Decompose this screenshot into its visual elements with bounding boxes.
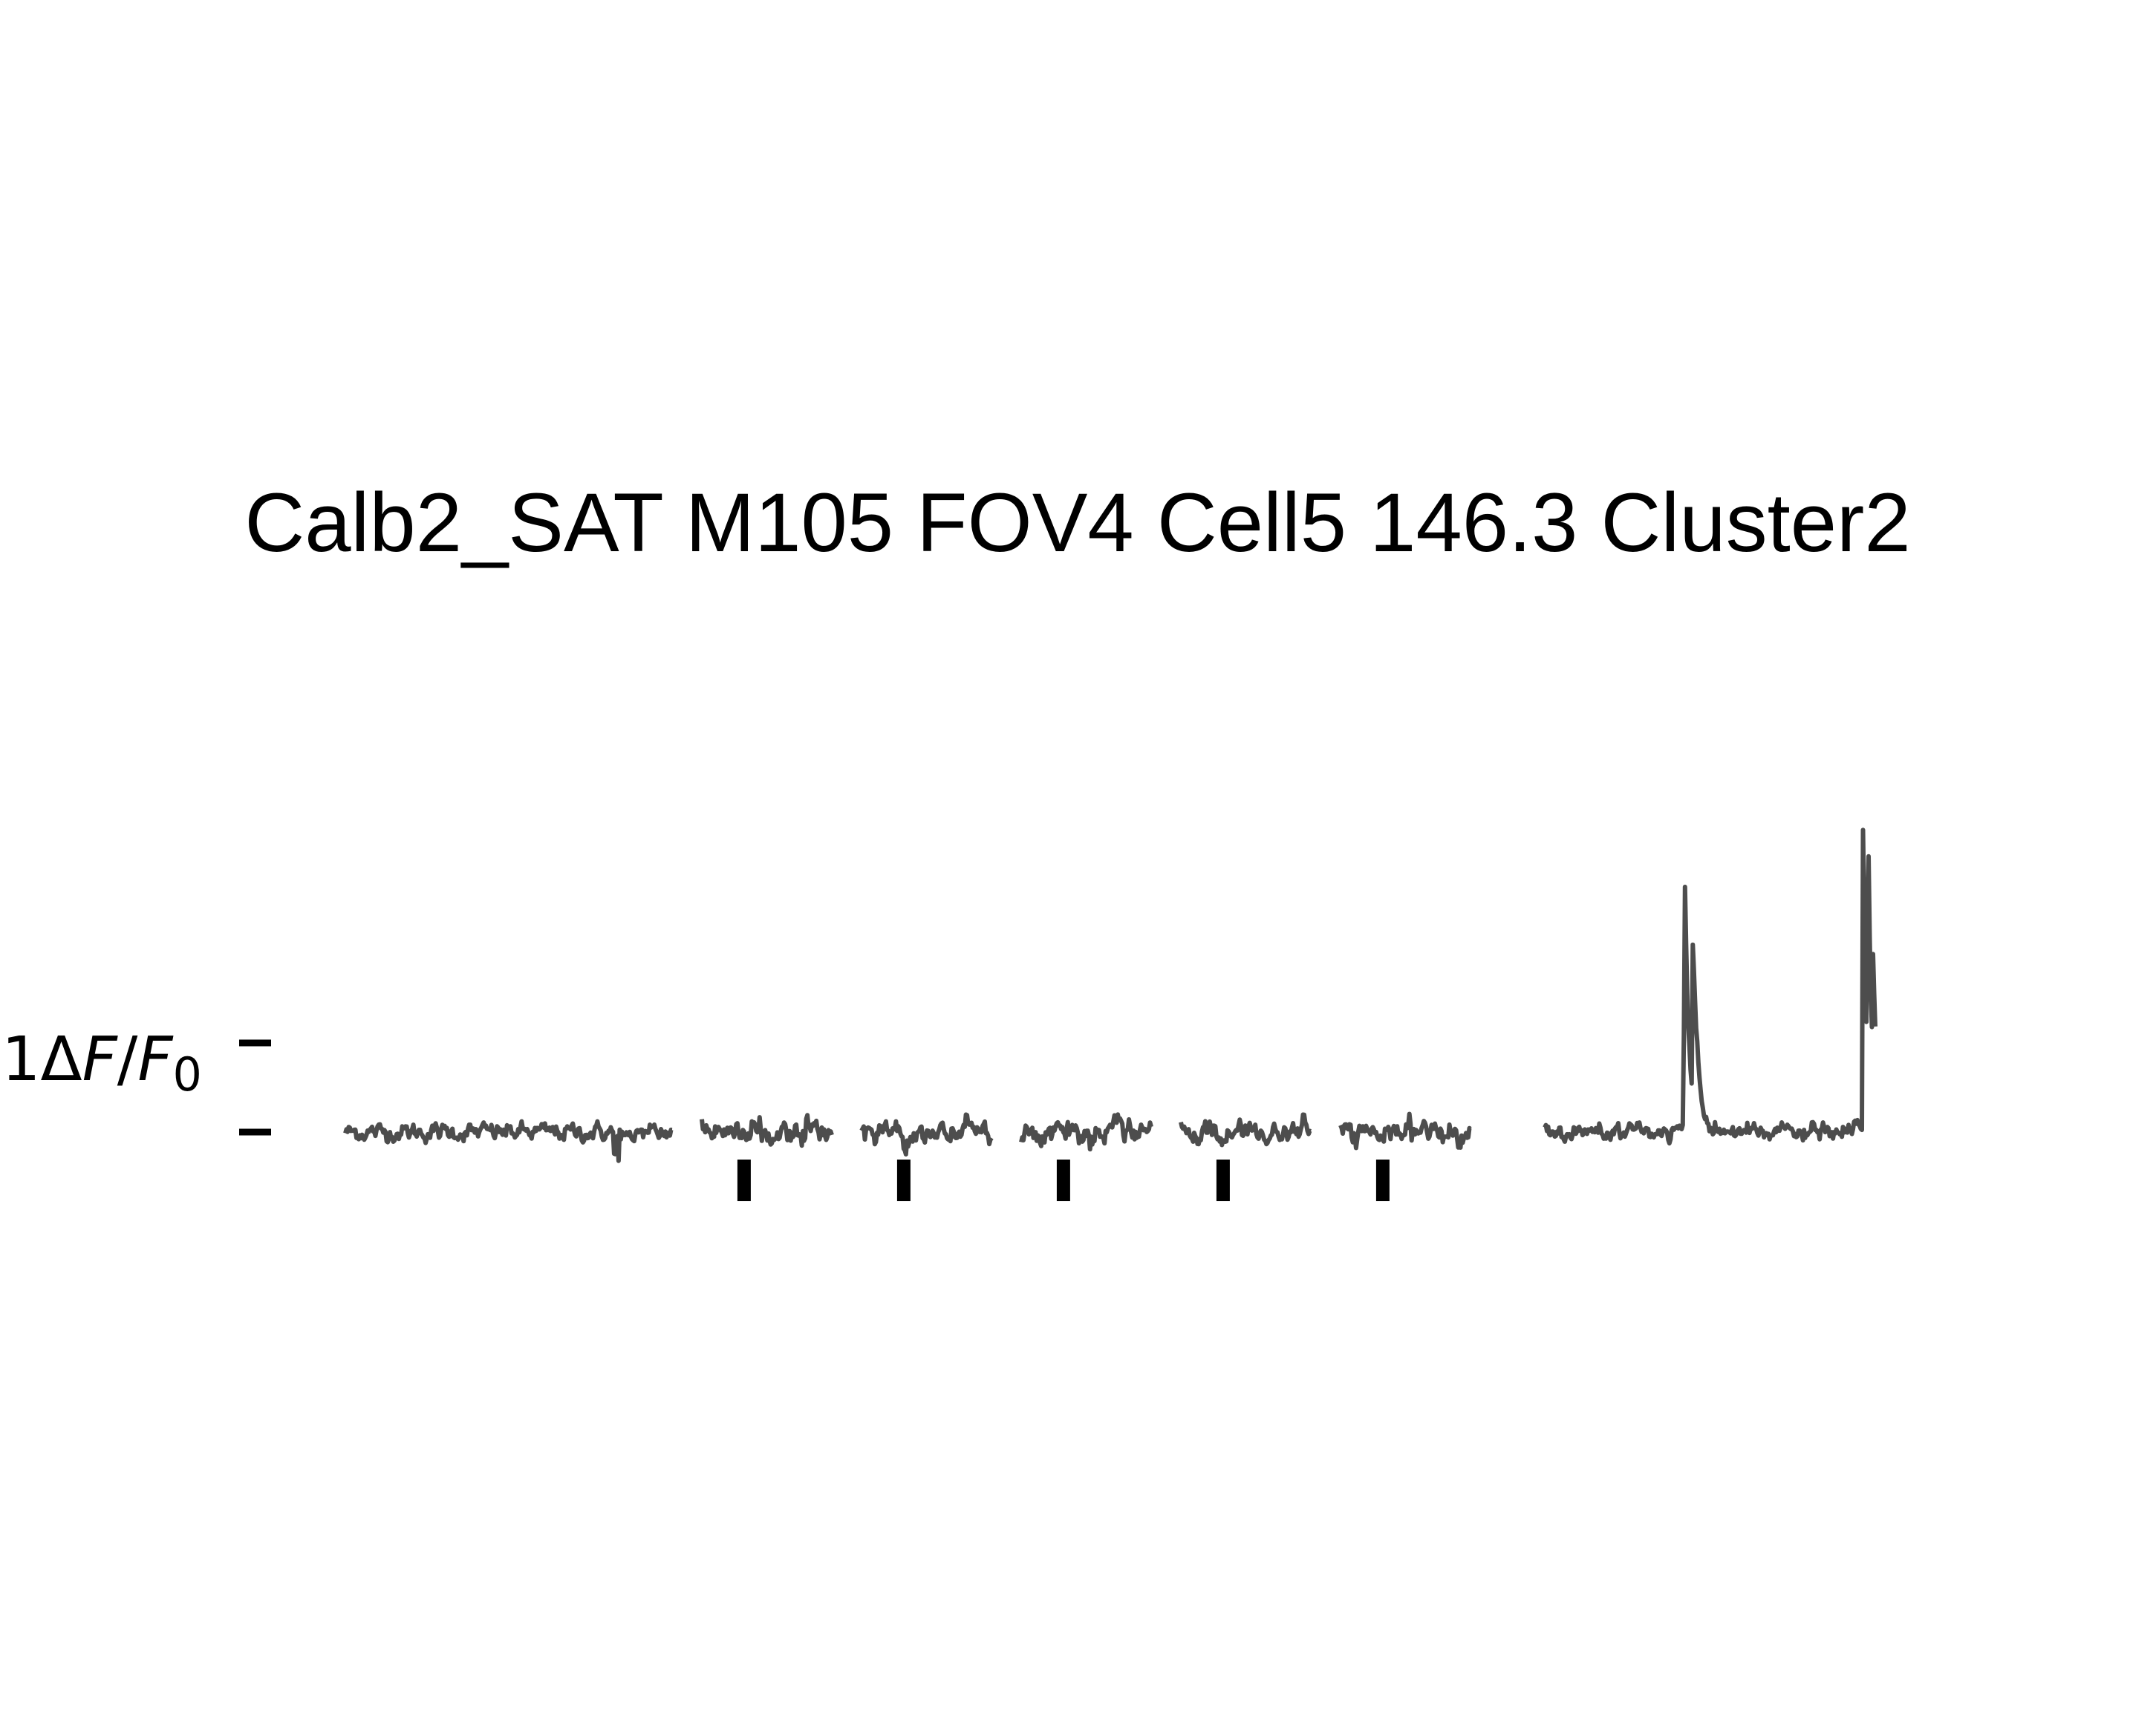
stimulus-marker-2 bbox=[896, 1160, 911, 1201]
stimulus-marker-1 bbox=[737, 1160, 751, 1201]
trace-segment-7 bbox=[1543, 828, 1877, 1146]
trace-segment-4 bbox=[1019, 1112, 1153, 1152]
stimulus-marker-3 bbox=[1056, 1160, 1070, 1201]
ylabel-f0: F bbox=[137, 1024, 174, 1095]
stimulus-marker-4 bbox=[1216, 1160, 1230, 1201]
ylabel-slash: / bbox=[117, 1024, 138, 1095]
ylabel-sub: 0 bbox=[173, 1047, 202, 1102]
y-scale-bar bbox=[239, 1039, 271, 1136]
trace-segment-2 bbox=[700, 1113, 834, 1148]
chart-title: Calb2_SAT M105 FOV4 Cell5 146.3 Cluster2 bbox=[244, 476, 1910, 569]
ylabel-delta: Δ bbox=[40, 1024, 82, 1095]
traces bbox=[343, 828, 1877, 1163]
y-axis-label: 1ΔF/F0 bbox=[1, 1024, 202, 1102]
ylabel-prefix: 1 bbox=[1, 1024, 40, 1095]
trace-segment-3 bbox=[859, 1112, 994, 1157]
stimulus-markers bbox=[737, 1160, 1390, 1201]
trace-segment-6 bbox=[1338, 1111, 1472, 1151]
trace-segment-5 bbox=[1179, 1112, 1312, 1148]
ylabel-f: F bbox=[82, 1024, 119, 1095]
stimulus-marker-5 bbox=[1375, 1160, 1390, 1201]
trace-segment-1 bbox=[343, 1119, 674, 1163]
